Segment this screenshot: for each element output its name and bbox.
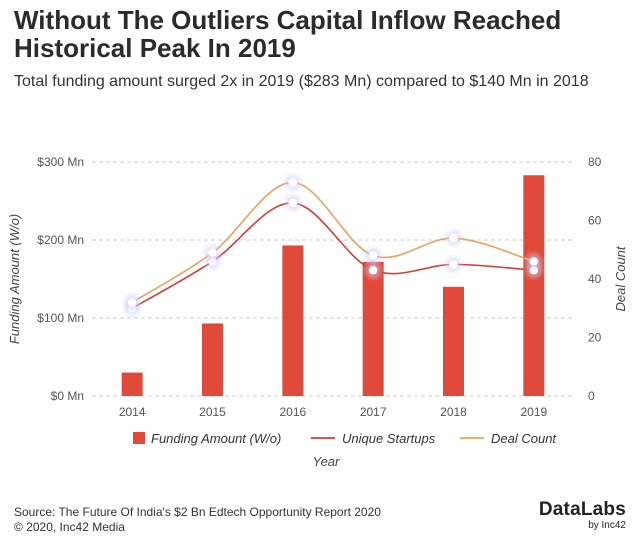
bar [523,175,545,396]
combo-chart: $0 Mn $100 Mn $200 Mn $300 Mn 0 20 40 60 80 Fundi… [7,155,628,469]
x-tick-label: 2019 [520,405,547,419]
y-left-axis-title: Funding Amount (W/o) [7,214,22,344]
x-axis-title: Year [313,454,340,469]
data-point [529,257,539,266]
y-right-tick-label: 40 [588,272,602,286]
y-right-tick-label: 60 [588,214,602,228]
legend-label: Deal Count [491,431,557,446]
x-tick-label: 2018 [440,405,467,419]
legend-label: Funding Amount (W/o) [151,431,281,446]
gridlines [92,161,574,397]
brand-name: DataLabs [538,499,626,520]
y-left-tick-label: $200 Mn [37,233,84,247]
chart-subtitle: Total funding amount surged 2x in 2019 (… [14,73,589,90]
x-tick-label: 2017 [360,405,387,419]
x-tick-label: 2015 [199,405,226,419]
bar [362,261,384,396]
bar [282,245,304,396]
x-tick-label: 2016 [279,405,306,419]
legend-swatch-bar [133,432,145,444]
data-point [208,248,217,257]
bar [202,323,223,396]
series-line [131,202,534,309]
datalabs-logo: DataLabs by Inc42 [539,500,626,532]
footer: Source: The Future Of India's $2 Bn Edte… [14,505,381,535]
brand-byline: by Inc42 [588,520,626,531]
copyright-note: © 2020, Inc42 Media [14,520,125,534]
y-right-tick-label: 80 [588,155,602,169]
axes: $0 Mn $100 Mn $200 Mn $300 Mn 0 20 40 60 80 Fundi… [7,155,628,469]
data-point [449,233,458,243]
series-line [131,181,535,304]
y-right-tick-label: 20 [588,331,602,345]
data-point [368,251,378,260]
y-left-tick-label: $300 Mn [37,155,84,169]
legend: Funding Amount (W/o) Unique Startups Deal … [133,431,557,446]
x-tick-label: 2014 [119,405,146,419]
page-title: Without The Outliers Capital Inflow Reac… [14,5,562,63]
data-point [127,298,137,307]
data-point [288,198,298,208]
y-right-tick-label: 0 [588,389,595,403]
bar [443,286,464,396]
bar-series [121,175,545,396]
y-left-tick-label: $0 Mn [51,389,84,403]
line-series [121,171,545,320]
data-point [288,178,298,187]
y-right-axis-title: Deal Count [613,245,628,311]
bar [121,372,143,396]
data-point [449,260,458,269]
source-note: Source: The Future Of India's $2 Bn Edte… [14,505,381,519]
data-point [368,266,378,275]
y-left-tick-label: $100 Mn [37,311,84,325]
legend-label: Unique Startups [342,431,436,446]
